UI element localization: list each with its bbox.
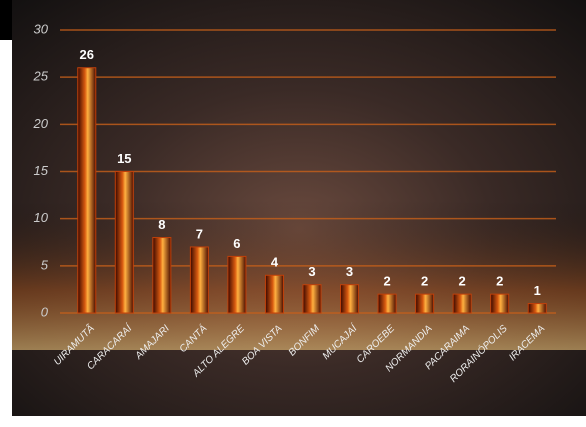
data-label: 7 [196,226,203,241]
y-tick-label: 25 [33,69,49,84]
y-tick-label: 10 [34,210,49,225]
bar [114,171,134,314]
y-tick-label: 15 [34,163,49,178]
data-label: 3 [346,264,353,279]
fire-glow [12,200,586,350]
bar [227,255,247,314]
data-label: 2 [383,274,390,289]
bar [152,237,172,314]
data-label: 1 [534,283,541,298]
data-label: 2 [459,274,466,289]
data-label: 26 [80,47,94,62]
y-tick-label: 20 [33,116,49,131]
bar [77,67,97,314]
y-tick-label: 5 [41,257,49,272]
bar [452,293,472,314]
y-tick-label: 30 [34,21,49,36]
bar [527,303,547,314]
data-label: 15 [117,151,131,166]
data-label: 4 [271,255,279,270]
bar [415,293,435,314]
data-label: 2 [496,274,503,289]
bar [377,293,397,314]
data-label: 8 [158,217,165,232]
bar [189,246,209,314]
bar [302,284,322,314]
bar [264,274,284,314]
data-label: 2 [421,274,428,289]
data-label: 3 [308,264,315,279]
bar [490,293,510,314]
y-tick-label: 0 [41,304,49,319]
bar [340,284,360,314]
corner [0,0,12,40]
data-label: 6 [233,236,240,251]
